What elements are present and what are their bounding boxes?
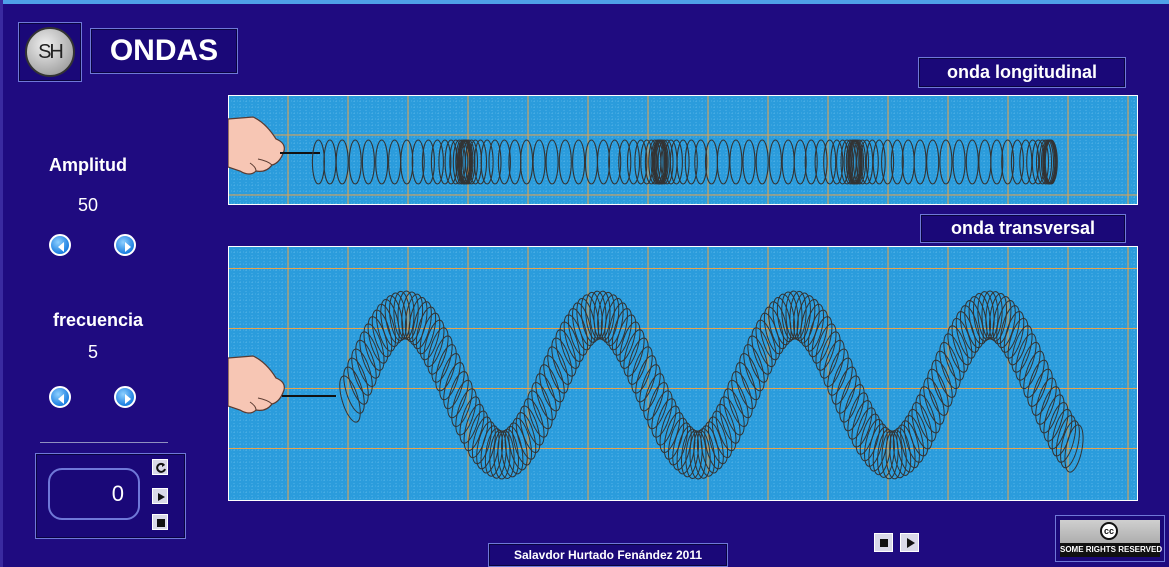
- amplitude-value: 50: [58, 195, 118, 216]
- arrow-icon: [51, 236, 73, 258]
- stop-button[interactable]: [874, 533, 893, 552]
- frequency-increase[interactable]: [114, 386, 136, 408]
- longitudinal-label: onda longitudinal: [947, 62, 1097, 83]
- cc-text: cc: [1104, 526, 1114, 536]
- step-button[interactable]: [152, 488, 168, 504]
- stop-button-small[interactable]: [152, 514, 168, 530]
- page: ONDAS html, body { margin: 0; padding: 0…: [0, 0, 1169, 567]
- reset-icon: [153, 460, 169, 476]
- license-text: SOME RIGHTS RESERVED: [1060, 545, 1162, 554]
- arrow-icon: [51, 388, 73, 410]
- left-border: [0, 0, 3, 567]
- frequency-label: frecuencia: [38, 310, 158, 331]
- reset-button[interactable]: [152, 459, 168, 475]
- app: {"header": {"logo": "SH", "title": "ONDA…: [0, 0, 1169, 567]
- separator: [40, 442, 168, 443]
- amplitude-increase[interactable]: [114, 234, 136, 256]
- logo-text: SH: [38, 41, 62, 64]
- transversal-label-box: onda transversal: [920, 214, 1126, 243]
- logo-button[interactable]: SH: [18, 22, 82, 82]
- stop-icon: [153, 515, 169, 531]
- title-box: ONDAS: [90, 28, 238, 74]
- counter-value: 0: [112, 481, 124, 507]
- arrow-icon: [116, 388, 138, 410]
- counter-display: 0: [48, 468, 140, 520]
- play-button[interactable]: [900, 533, 919, 552]
- cc-circle: cc: [1100, 522, 1118, 540]
- credit: Salavdor Hurtado Fenández 2011: [514, 548, 702, 562]
- license-strip: SOME RIGHTS RESERVED: [1060, 543, 1160, 557]
- panel-bg: [228, 246, 1138, 501]
- transversal-label: onda transversal: [951, 218, 1095, 239]
- frequency-value: 5: [63, 342, 123, 363]
- longitudinal-panel: [228, 95, 1138, 205]
- step-icon: [153, 489, 169, 505]
- frequency-decrease[interactable]: [49, 386, 71, 408]
- amplitude-decrease[interactable]: [49, 234, 71, 256]
- license-badge[interactable]: cc SOME RIGHTS RESERVED: [1055, 515, 1165, 562]
- arrow-icon: [116, 236, 138, 258]
- transversal-panel: [228, 246, 1138, 501]
- stop-icon: [875, 534, 894, 553]
- logo-circle: SH: [25, 27, 75, 77]
- longitudinal-label-box: onda longitudinal: [918, 57, 1126, 88]
- license-inner: cc SOME RIGHTS RESERVED: [1060, 520, 1160, 557]
- top-border: [0, 0, 1169, 4]
- title: ONDAS: [110, 34, 218, 68]
- credit-box: Salavdor Hurtado Fenández 2011: [488, 543, 728, 567]
- play-icon: [901, 534, 920, 553]
- amplitude-label: Amplitud: [28, 155, 148, 176]
